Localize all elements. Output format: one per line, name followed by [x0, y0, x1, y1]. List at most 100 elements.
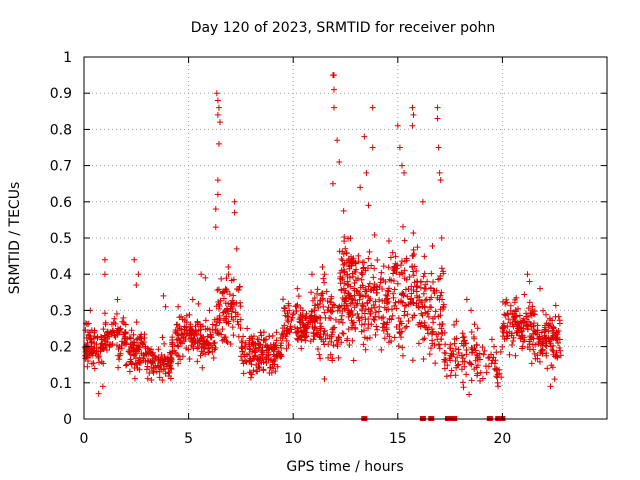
data-point	[286, 307, 293, 314]
data-point	[345, 255, 352, 262]
data-point	[405, 286, 412, 293]
data-point	[327, 307, 334, 314]
data-point	[200, 341, 207, 348]
data-point	[126, 347, 133, 354]
data-point	[250, 333, 257, 340]
data-point	[442, 341, 449, 348]
data-point	[213, 318, 220, 325]
data-point	[320, 331, 327, 338]
data-point	[265, 356, 272, 363]
data-point	[332, 316, 339, 323]
data-point	[128, 327, 135, 334]
data-point	[408, 295, 415, 302]
data-point	[298, 345, 305, 352]
data-point	[466, 391, 473, 398]
data-point	[396, 271, 403, 278]
data-point	[526, 338, 533, 345]
data-point	[111, 315, 118, 322]
data-point	[435, 144, 442, 151]
data-point	[391, 286, 398, 293]
data-point	[325, 304, 332, 311]
data-point	[133, 282, 140, 289]
data-point	[488, 351, 495, 358]
data-point	[321, 341, 328, 348]
data-point	[540, 339, 547, 346]
data-point	[524, 322, 531, 329]
data-point	[106, 333, 113, 340]
data-point	[543, 352, 550, 359]
data-point	[223, 275, 230, 282]
data-point	[359, 300, 366, 307]
data-point	[219, 309, 226, 316]
data-point	[355, 252, 362, 259]
data-point	[248, 361, 255, 368]
data-point	[201, 345, 208, 352]
data-point	[330, 104, 337, 111]
data-point	[346, 292, 353, 299]
data-point	[438, 235, 445, 241]
data-point	[160, 366, 167, 373]
data-point	[254, 368, 261, 375]
data-point	[513, 294, 520, 301]
data-point	[451, 321, 458, 328]
data-point	[128, 343, 135, 350]
data-point	[522, 310, 529, 317]
data-point	[468, 344, 475, 351]
data-point	[479, 375, 486, 382]
data-point	[285, 341, 292, 348]
data-point	[386, 238, 393, 245]
data-point	[552, 302, 559, 309]
data-point	[524, 344, 531, 351]
data-point	[514, 329, 521, 336]
data-point	[334, 137, 341, 144]
data-point	[253, 362, 260, 369]
data-point	[516, 332, 523, 339]
data-point	[231, 209, 238, 216]
data-point	[135, 271, 142, 278]
data-point	[140, 357, 147, 364]
data-point	[438, 289, 445, 296]
data-point	[128, 359, 135, 366]
data-point	[225, 310, 232, 317]
data-point	[489, 357, 496, 364]
data-point	[358, 276, 365, 283]
data-point	[365, 325, 372, 332]
data-point	[317, 297, 324, 304]
data-point	[413, 283, 420, 290]
data-point	[101, 256, 108, 263]
data-point	[337, 275, 344, 282]
data-point	[455, 361, 462, 368]
data-point	[328, 293, 335, 300]
x-axis-label: GPS time / hours	[286, 459, 403, 475]
data-point	[371, 231, 378, 238]
data-point	[474, 352, 481, 359]
data-point	[366, 334, 373, 341]
data-point	[385, 288, 392, 295]
data-point	[500, 322, 507, 329]
data-point	[95, 353, 102, 360]
data-point	[352, 297, 359, 304]
data-point	[350, 273, 357, 280]
data-point	[233, 300, 240, 307]
data-point	[338, 312, 345, 319]
data-point	[514, 319, 521, 326]
data-point	[287, 323, 294, 330]
data-point	[556, 344, 563, 351]
data-point	[391, 267, 398, 274]
data-point	[519, 343, 526, 350]
data-point	[503, 329, 510, 336]
data-point	[340, 207, 347, 214]
data-point	[136, 354, 143, 361]
data-point	[341, 238, 348, 245]
data-point	[93, 348, 100, 355]
y-tick-label: 0.6	[50, 195, 72, 211]
data-point	[284, 325, 291, 332]
data-point	[321, 309, 328, 316]
data-point	[112, 320, 119, 327]
data-point	[273, 329, 280, 336]
data-point	[534, 322, 541, 329]
data-point	[512, 352, 519, 359]
data-point	[141, 352, 148, 359]
data-point	[542, 327, 549, 334]
data-point	[330, 72, 337, 79]
